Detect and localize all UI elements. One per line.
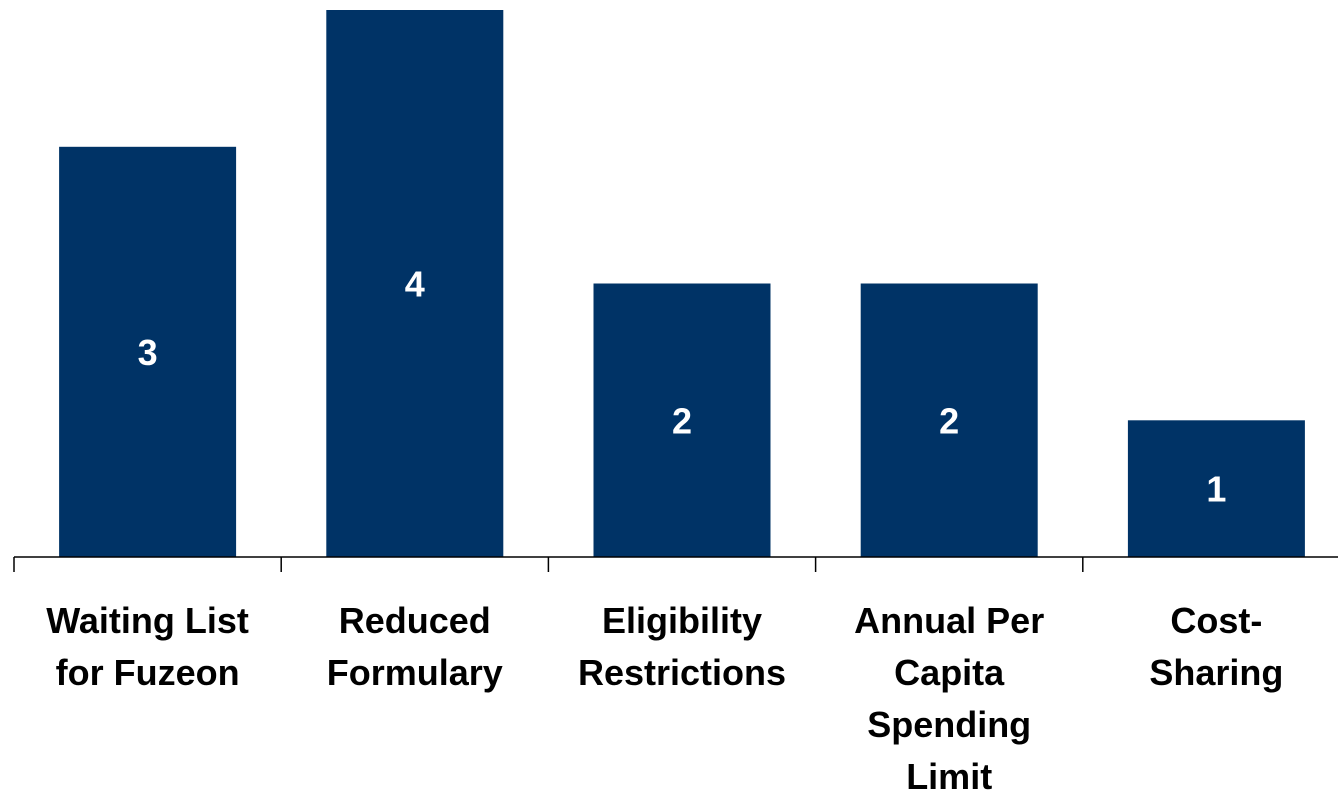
value-label-2: 4	[405, 264, 425, 305]
category-label-line: Eligibility	[602, 600, 762, 641]
bar-2	[326, 10, 504, 557]
category-label-1: Waiting List for Fuzeon	[46, 600, 249, 693]
bar-1	[59, 146, 237, 558]
bar-5	[1127, 420, 1305, 558]
category-label-line: Annual Per	[854, 600, 1044, 641]
category-label-line: Restrictions	[578, 652, 786, 693]
category-label-line: Capita	[894, 652, 1005, 693]
category-label-line: Spending	[867, 704, 1031, 745]
bar-4	[860, 283, 1038, 557]
value-label-3: 2	[672, 400, 692, 441]
category-labels-group: Waiting List for Fuzeon Reduced Formulary El…	[46, 600, 1283, 795]
value-label-1: 3	[138, 332, 158, 373]
bar-3	[593, 283, 771, 557]
x-axis	[13, 556, 1338, 572]
category-label-5: Cost- Sharing	[1149, 600, 1283, 693]
category-label-line: Limit	[906, 756, 992, 795]
category-label-line: Cost-	[1170, 600, 1262, 641]
category-label-line: Reduced	[339, 600, 491, 641]
category-label-line: Waiting List	[46, 600, 249, 641]
category-label-3: Eligibility Restrictions	[578, 600, 786, 693]
category-label-4: Annual Per Capita Spending Limit	[854, 600, 1044, 795]
value-labels-group: 3 4 2 2 1	[138, 264, 1227, 510]
category-label-line: for Fuzeon	[56, 652, 240, 693]
value-label-4: 2	[939, 400, 959, 441]
value-label-5: 1	[1206, 469, 1226, 510]
category-label-line: Sharing	[1149, 652, 1283, 693]
category-label-line: Formulary	[327, 652, 503, 693]
bars-group	[59, 10, 1305, 558]
category-label-2: Reduced Formulary	[327, 600, 503, 693]
